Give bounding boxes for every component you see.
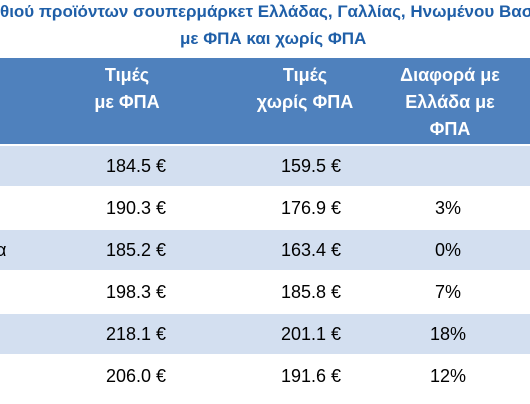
table-row: 218.1 € 201.1 € 18% <box>0 312 530 354</box>
column-header: Τιμές χωρίς ΦΠΑ <box>235 62 375 116</box>
table-row: α 185.2 € 163.4 € 0% <box>0 228 530 270</box>
table-cell: 185.2 € <box>105 240 166 260</box>
header-line: Διαφορά με <box>400 65 500 85</box>
row-label: α <box>0 240 7 260</box>
table-cell: 190.3 € <box>105 198 166 218</box>
table-cell: 3% <box>434 198 461 218</box>
table-cell: 7% <box>434 282 461 302</box>
table-row: 184.5 € 159.5 € <box>0 144 530 186</box>
table-cell: 206.0 € <box>105 366 166 386</box>
table-cell: 159.5 € <box>280 156 341 176</box>
table-cell: 18% <box>429 324 467 344</box>
table-cell: 12% <box>429 366 467 386</box>
header-line: Ελλάδα με <box>405 92 495 112</box>
title: θιού προϊόντων σουπερμάρκετ Ελλάδας, Γαλ… <box>0 2 530 21</box>
table-cell: 0% <box>434 240 461 260</box>
table-row: 198.3 € 185.8 € 7% <box>0 270 530 312</box>
table-header: Τιμές με ΦΠΑ Τιμές χωρίς ΦΠΑ Διαφορά με Ελλάδ… <box>0 58 530 144</box>
subtitle: με ΦΠΑ και χωρίς ΦΠΑ <box>180 29 367 48</box>
table-row: 190.3 € 176.9 € 3% <box>0 186 530 228</box>
table-cell: 191.6 € <box>280 366 341 386</box>
table-row: 206.0 € 191.6 € 12% <box>0 354 530 396</box>
table-cell: 184.5 € <box>105 156 166 176</box>
table-cell: 218.1 € <box>105 324 166 344</box>
table-cell: 201.1 € <box>280 324 341 344</box>
column-header: Τιμές με ΦΠΑ <box>62 62 192 116</box>
column-header: Διαφορά με Ελλάδα με ΦΠΑ <box>370 62 530 143</box>
header-line: με ΦΠΑ <box>94 92 160 112</box>
header-line: Τιμές <box>282 65 328 85</box>
table-cell: 185.8 € <box>280 282 341 302</box>
table-cell: 176.9 € <box>280 198 341 218</box>
header-line: χωρίς ΦΠΑ <box>256 92 354 112</box>
header-line: ΦΠΑ <box>429 119 471 139</box>
header-line: Τιμές <box>104 65 150 85</box>
table-cell: 198.3 € <box>105 282 166 302</box>
table-cell: 163.4 € <box>280 240 341 260</box>
